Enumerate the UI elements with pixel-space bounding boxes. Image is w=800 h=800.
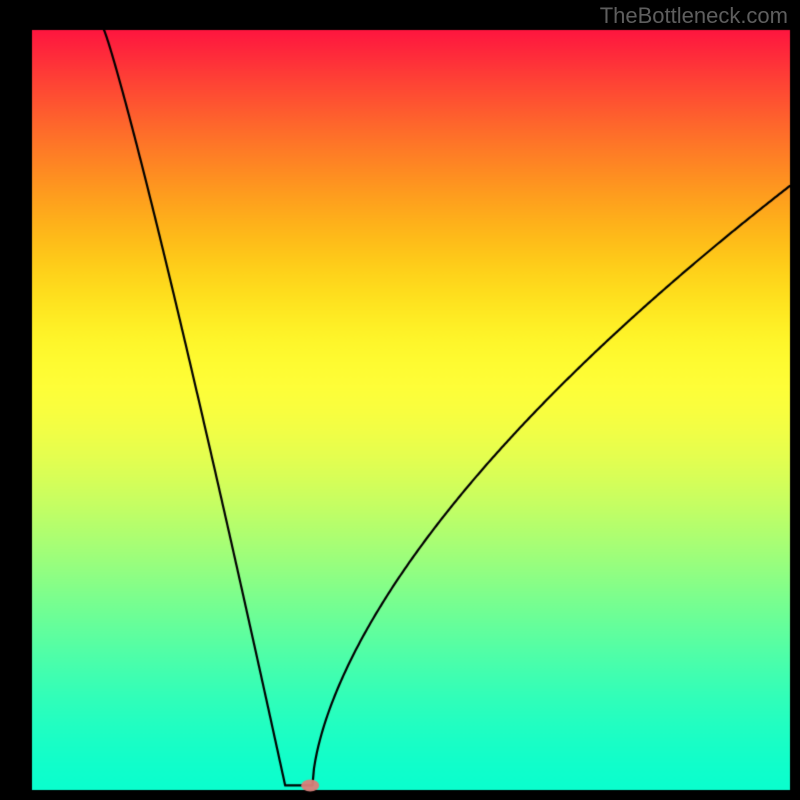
- chart-stage: TheBottleneck.com: [0, 0, 800, 800]
- watermark-text: TheBottleneck.com: [600, 3, 788, 29]
- gradient-chart-canvas: [0, 0, 800, 800]
